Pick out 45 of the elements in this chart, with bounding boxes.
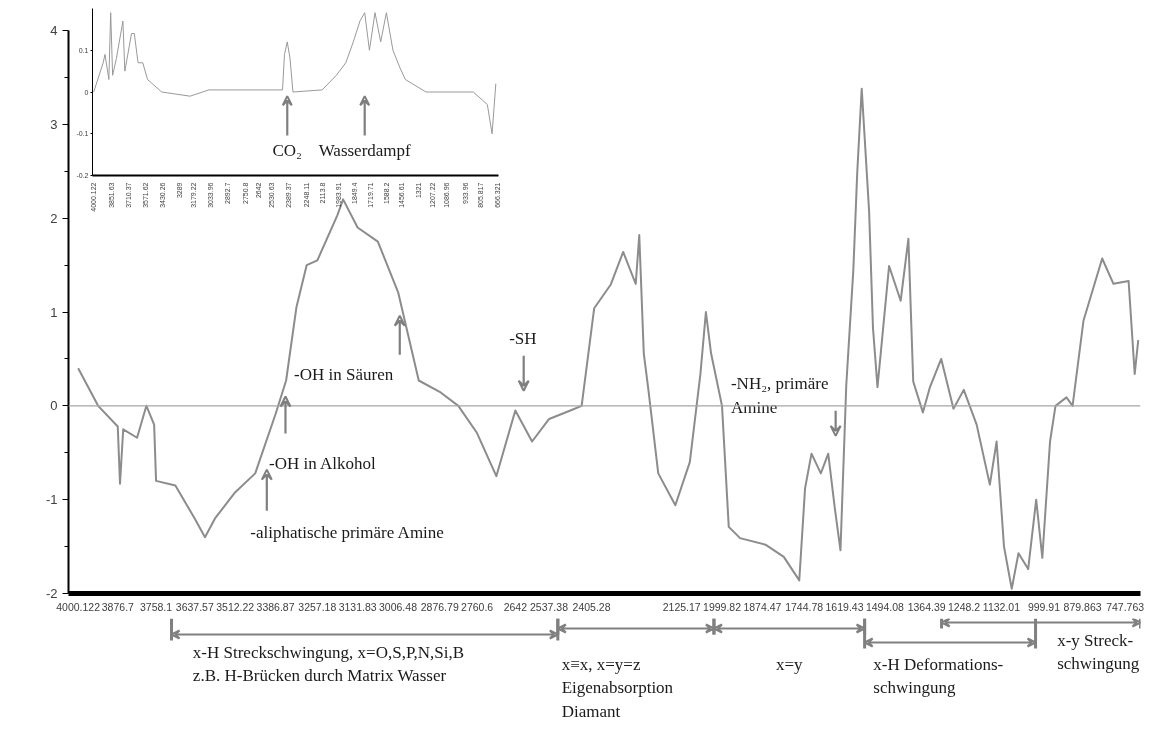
- text: x-y Streck- schwingung: [1057, 630, 1140, 674]
- y-tick-label: 0: [50, 398, 58, 414]
- x-tick-label: 1874.47: [743, 600, 782, 613]
- x-tick-label: 1494.08: [865, 600, 905, 613]
- x-tick-label: 2405.28: [572, 600, 611, 613]
- x-tick-label: 2537.38: [530, 600, 569, 613]
- x-tick-label: 1248.2: [947, 600, 981, 613]
- annotation: CO₂: [272, 141, 303, 161]
- y-tick-label: -2: [45, 586, 58, 601]
- x-tick-label: 3876.7: [101, 600, 135, 613]
- x-tick-label: 3758.1: [139, 600, 173, 613]
- y-tick-label: 3: [50, 116, 58, 132]
- text: x≡x, x=y=z Eigenabsorption Diamant: [561, 654, 674, 721]
- y-tick-label: 4: [50, 23, 58, 38]
- x-tick-label: 1744.78: [785, 600, 824, 613]
- x-tick-label: 3006.48: [379, 600, 418, 613]
- y-tick-label: -1: [45, 492, 58, 508]
- x-tick-label: 4000.122: [56, 600, 101, 613]
- text: x-H Deformations- schwingung: [873, 654, 1004, 698]
- x-tick-label: 1999.82: [703, 600, 742, 613]
- x-tick-label: 2125.17: [662, 600, 701, 613]
- x-tick-label: 1132.01: [982, 600, 1021, 613]
- text: x-H Streckschwingung, x=O,S,P,N,Si,B z.B. H-Brücken durch Matrix Wasser: [192, 642, 465, 686]
- y-tick-label: 2: [50, 210, 58, 226]
- x-tick-label: 2642: [503, 600, 528, 613]
- x-tick-label: 3637.57: [175, 600, 214, 613]
- x-tick-label: 2876.79: [420, 600, 459, 613]
- x-tick-label: 747.763: [1106, 600, 1145, 613]
- x-tick-label: 3512.22: [216, 600, 255, 613]
- x-tick-label: 1619.43: [825, 600, 864, 613]
- annotation: -aliphatische primäre Amine: [250, 523, 444, 543]
- annotation: Wasserdampf: [318, 141, 412, 161]
- text: x=y: [775, 654, 804, 674]
- annotation: -SH: [509, 329, 537, 349]
- x-tick-label: 2760.6: [461, 600, 494, 613]
- x-tick-label: 3131.83: [338, 600, 377, 613]
- annotation: -OH in Alkohol: [269, 453, 376, 473]
- x-tick-label: 879.863: [1063, 600, 1102, 613]
- x-tick-label: 3257.18: [298, 600, 337, 613]
- y-tick-label: 1: [50, 304, 58, 320]
- x-tick-label: 3386.87: [256, 600, 295, 613]
- annotation: -OH in Säuren: [294, 365, 394, 385]
- annotation: -NH₂, primäre Amine: [730, 374, 829, 418]
- x-tick-label: 1364.39: [907, 600, 946, 613]
- x-tick-label: 999.91: [1027, 600, 1061, 613]
